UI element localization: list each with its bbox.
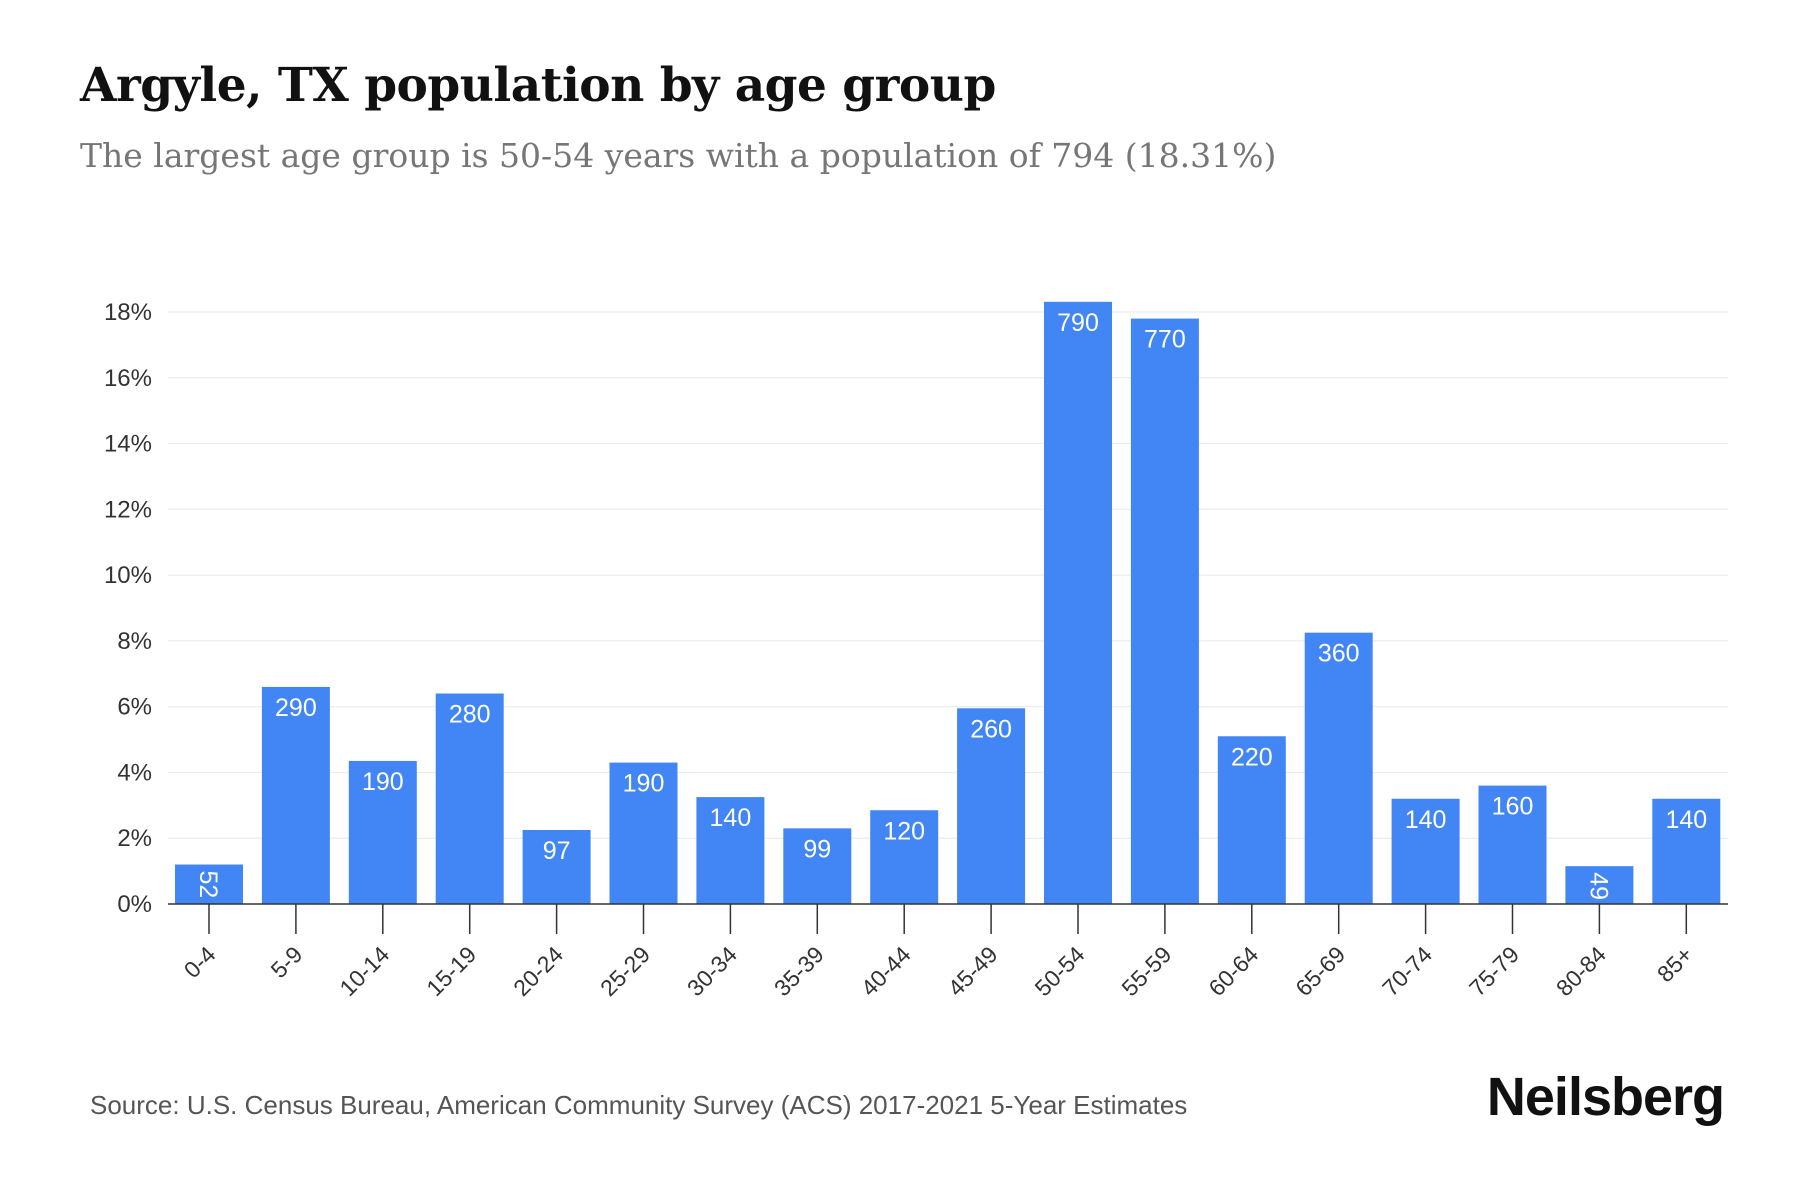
x-tick-label: 80-84 [1551, 941, 1611, 1001]
bar-85+ [1652, 798, 1721, 904]
data-label: 280 [449, 701, 491, 729]
y-tick-label: 14% [104, 431, 152, 458]
chart-subtitle: The largest age group is 50-54 years wit… [80, 136, 1277, 175]
data-label: 260 [970, 715, 1012, 743]
bar-70-74 [1391, 798, 1460, 904]
y-axis-tick-labels: 0% 2% 4% 6% 8% 10% 12% 14% 16% 18% [104, 299, 152, 918]
x-tick-label: 70-74 [1377, 941, 1437, 1001]
data-label: 140 [1405, 806, 1447, 834]
data-label: 52 [194, 871, 222, 899]
x-tick-label: 5-9 [266, 941, 308, 983]
x-tick-label: 85+ [1652, 941, 1698, 987]
bar-35-39 [783, 828, 852, 904]
bar-60-64 [1217, 736, 1286, 904]
x-tick-label: 15-19 [421, 941, 481, 1001]
data-label: 790 [1057, 309, 1099, 337]
bar-0-4 [175, 864, 243, 904]
data-label: 290 [275, 694, 317, 722]
y-tick-label: 18% [104, 299, 152, 326]
source-note: Source: U.S. Census Bureau, American Com… [90, 1090, 1188, 1120]
data-label: 99 [803, 835, 831, 863]
x-tick-label: 55-59 [1116, 941, 1176, 1001]
x-tick-label: 0-4 [179, 941, 221, 983]
x-tick-label: 20-24 [508, 941, 568, 1001]
x-tick-label: 35-39 [769, 941, 829, 1001]
bar-55-59 [1130, 318, 1199, 905]
x-tick-label: 75-79 [1464, 941, 1524, 1001]
data-label: 49 [1584, 872, 1612, 900]
y-tick-label: 8% [117, 628, 152, 655]
x-tick-label: 65-69 [1290, 941, 1350, 1001]
brand-logo: Neilsberg [1486, 1067, 1725, 1127]
bar-10-14 [348, 760, 417, 904]
chart-title: Argyle, TX population by age group [80, 58, 996, 113]
gridlines [168, 311, 1728, 839]
x-tick-label: 25-29 [595, 941, 655, 1001]
data-label: 770 [1144, 326, 1186, 354]
bar-20-24 [522, 830, 591, 904]
bar-15-19 [435, 693, 504, 904]
data-label: 160 [1492, 793, 1534, 821]
y-tick-label: 10% [104, 562, 152, 589]
y-tick-label: 0% [117, 891, 152, 918]
x-tick-label: 40-44 [856, 941, 916, 1001]
bar-45-49 [957, 708, 1026, 904]
x-tick-label: 60-64 [1203, 941, 1263, 1001]
bar-65-69 [1304, 632, 1373, 904]
data-label: 190 [623, 770, 665, 798]
data-label: 220 [1231, 743, 1273, 771]
x-tick-label: 30-34 [682, 941, 742, 1001]
y-tick-label: 6% [117, 694, 152, 721]
bar-data-labels: 52 290 190 280 97 190 140 99 120 260 790 770 220 360 1… [194, 309, 1707, 900]
x-tick-label: 45-49 [943, 941, 1003, 1001]
bar-25-29 [609, 762, 678, 904]
y-tick-label: 2% [117, 825, 152, 852]
bar-40-44 [870, 810, 939, 904]
data-label: 140 [710, 804, 752, 832]
x-tick-label: 50-54 [1030, 941, 1090, 1001]
bar-50-54 [1044, 301, 1112, 904]
y-tick-label: 16% [104, 365, 152, 392]
bar-75-79 [1478, 785, 1547, 904]
data-label: 190 [362, 768, 404, 796]
data-label: 140 [1665, 806, 1707, 834]
x-axis [168, 903, 1728, 934]
y-tick-label: 4% [117, 759, 152, 786]
bars [175, 301, 1721, 905]
y-tick-label: 12% [104, 496, 152, 523]
bar-5-9 [261, 686, 330, 904]
bar-chart: 0% 2% 4% 6% 8% 10% 12% 14% 16% 18% 52 290 190 280 97 1… [104, 299, 1728, 1001]
x-axis-tick-labels: 0-4 5-9 10-14 15-19 20-24 25-29 30-34 35-39 40-4… [179, 941, 1698, 1001]
data-label: 120 [883, 817, 925, 845]
data-label: 97 [543, 837, 571, 865]
data-label: 360 [1318, 640, 1360, 668]
bar-30-34 [696, 797, 765, 904]
x-tick-label: 10-14 [334, 941, 394, 1001]
bar-80-84 [1565, 866, 1634, 904]
